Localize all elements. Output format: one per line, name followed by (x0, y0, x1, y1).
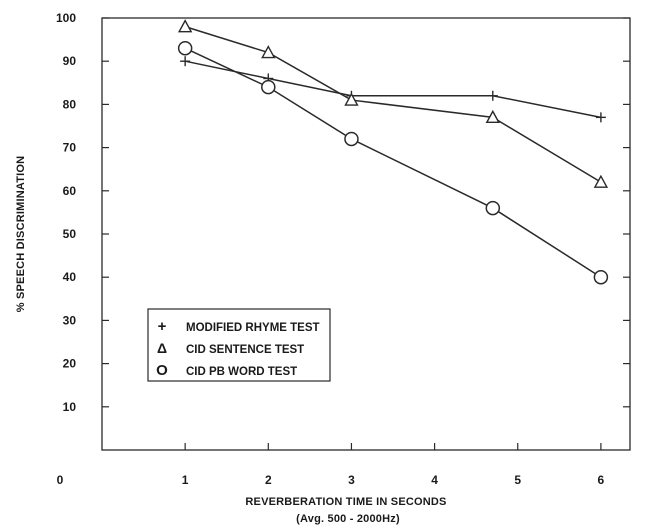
y-tick-label-50: 50 (63, 227, 77, 241)
point-triangle-4 (485, 109, 500, 124)
x-axis-subtitle: (Avg. 500 - 2000Hz) (296, 513, 400, 525)
y-tick-label-70: 70 (63, 141, 77, 155)
point-circle-2 (261, 79, 276, 95)
x-tick-label-3: 3 (348, 473, 355, 487)
y-tick-label-20: 20 (63, 357, 77, 371)
x-tick-label-2: 2 (265, 473, 272, 487)
point-circle-1 (177, 40, 193, 56)
point-plus-4 (487, 90, 498, 101)
point-triangle-2 (261, 45, 276, 59)
x-tick-label-6: 6 (598, 473, 605, 487)
y-tick-label-60: 60 (63, 184, 77, 198)
legend-symbol-triangle: Δ (157, 340, 167, 356)
point-triangle-5 (593, 174, 609, 188)
series-line-circle (184, 47, 602, 278)
legend-symbol-circle: O (156, 362, 168, 379)
legend-label-cid-pb: CID PB WORD TEST (186, 366, 297, 378)
y-tick-label-40: 40 (63, 270, 77, 284)
x-axis: 1 2 3 4 5 6 (182, 443, 605, 487)
point-circle-3 (344, 131, 359, 147)
y-tick-label-90: 90 (63, 54, 77, 68)
y-tick-label-10: 10 (63, 400, 77, 414)
legend-label-modified-rhyme: MODIFIED RHYME TEST (186, 322, 320, 334)
point-triangle-3 (344, 92, 359, 106)
x-tick-label-1: 1 (182, 473, 189, 487)
y-tick-label-80: 80 (63, 97, 77, 111)
legend-box (147, 308, 331, 382)
y-axis-title: % SPEECH DISCRIMINATION (15, 156, 27, 313)
legend-symbol-plus: + (158, 318, 167, 335)
legend: + MODIFIED RHYME TEST Δ CID SENTENCE TES… (147, 308, 331, 382)
y-axis: 10 20 30 40 50 60 70 80 90 100 (56, 11, 630, 414)
series-line-plus (184, 60, 602, 119)
y-tick-label-100: 100 (56, 11, 76, 25)
point-circle-5 (593, 269, 609, 285)
plot-frame (101, 17, 631, 451)
point-circle-4 (485, 200, 501, 216)
x-origin-label: 0 (57, 473, 64, 487)
point-plus-5 (595, 112, 606, 123)
y-tick-label-30: 30 (63, 313, 77, 327)
legend-label-cid-sentence: CID SENTENCE TEST (186, 344, 304, 356)
point-plus-1 (180, 56, 191, 67)
series-layer (177, 19, 609, 285)
point-triangle-1 (177, 19, 193, 33)
x-axis-title: REVERBERATION TIME IN SECONDS (245, 496, 446, 508)
x-tick-label-4: 4 (431, 473, 438, 487)
x-tick-label-5: 5 (514, 473, 521, 487)
